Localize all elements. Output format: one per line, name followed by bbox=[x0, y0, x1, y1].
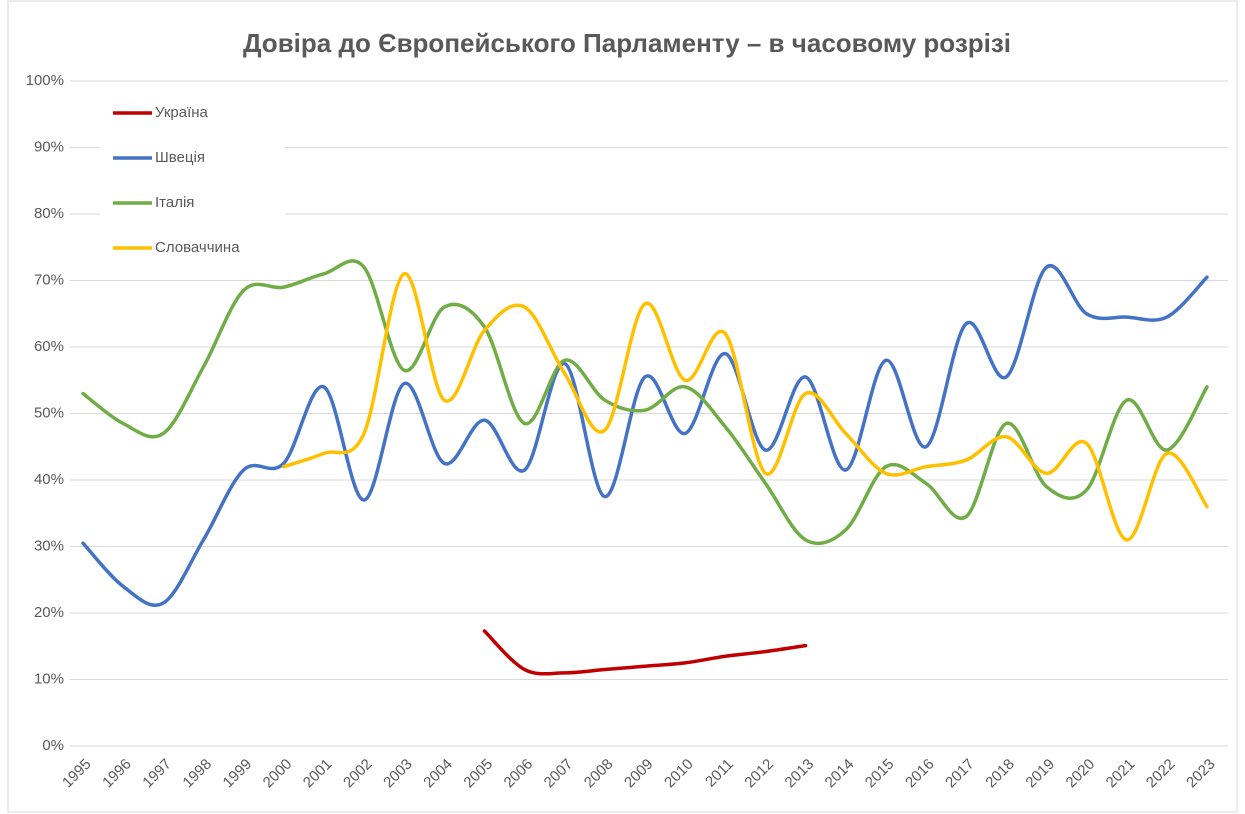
legend-background bbox=[100, 92, 285, 268]
series-line bbox=[81, 263, 1209, 607]
chart-title: Довіра до Європейського Парламенту – в ч… bbox=[243, 28, 1011, 58]
y-tick-label: 70% bbox=[34, 271, 64, 288]
y-tick-label: 100% bbox=[26, 72, 64, 89]
y-tick-label: 40% bbox=[34, 471, 64, 488]
y-tick-label: 0% bbox=[42, 737, 64, 754]
series-line bbox=[482, 629, 808, 676]
series-line bbox=[281, 272, 1209, 542]
legend-label: Італія bbox=[155, 194, 194, 211]
legend-label: Україна bbox=[155, 104, 209, 121]
series-line bbox=[81, 259, 1209, 546]
y-tick-label: 10% bbox=[34, 670, 64, 687]
legend-label: Швеція bbox=[155, 149, 205, 166]
y-tick-label: 20% bbox=[34, 604, 64, 621]
y-tick-label: 90% bbox=[34, 138, 64, 155]
legend-label: Словаччина bbox=[155, 239, 240, 256]
y-tick-label: 50% bbox=[34, 404, 64, 421]
y-tick-label: 60% bbox=[34, 338, 64, 355]
y-tick-label: 30% bbox=[34, 537, 64, 554]
y-tick-label: 80% bbox=[34, 205, 64, 222]
